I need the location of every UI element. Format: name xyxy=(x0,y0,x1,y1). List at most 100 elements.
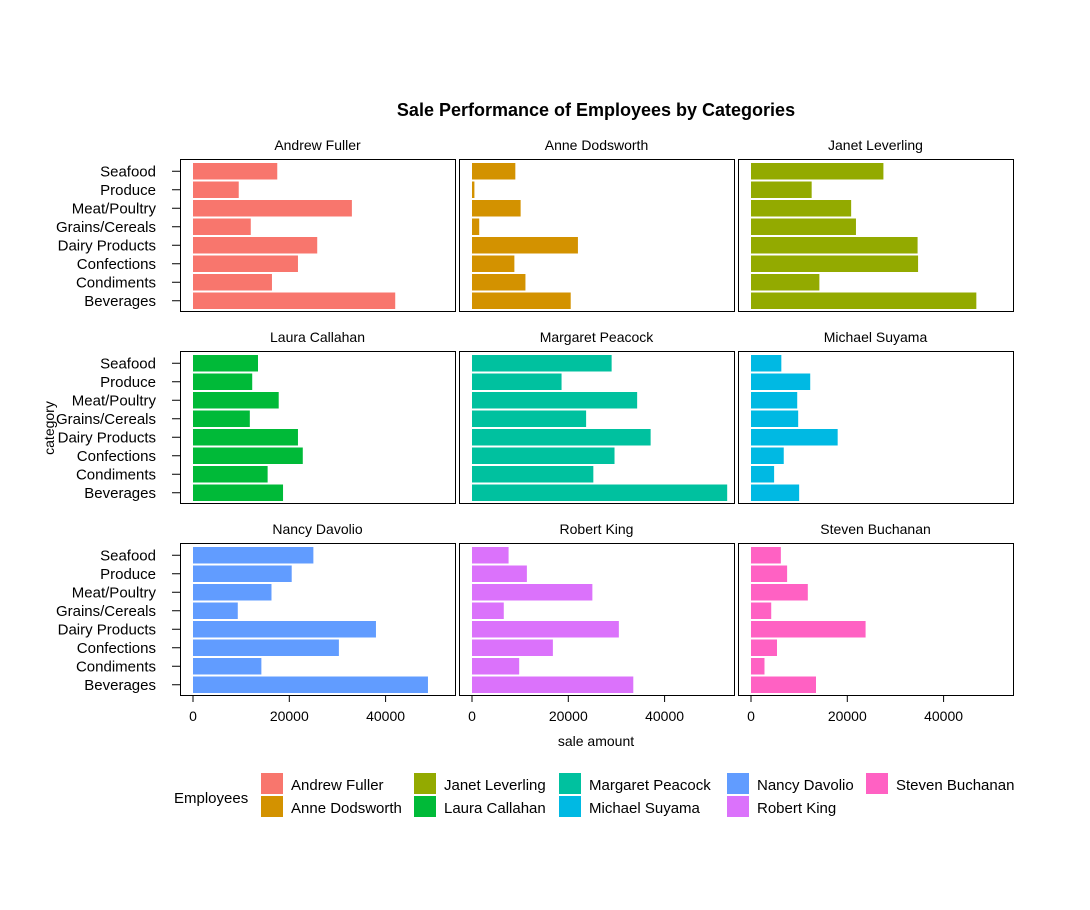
legend-label: Michael Suyama xyxy=(589,800,701,817)
bar-robert-king-grains-cereals xyxy=(472,602,504,619)
panel-title: Andrew Fuller xyxy=(274,137,361,153)
y-axis-title: category xyxy=(41,401,57,455)
legend-label: Nancy Davolio xyxy=(757,777,854,794)
legend-item-robert-king: Robert King xyxy=(727,796,836,817)
bar-steven-buchanan-beverages xyxy=(751,676,816,693)
x-tick-label: 40000 xyxy=(645,708,684,724)
y-tick-label: Condiments xyxy=(76,274,156,291)
bar-steven-buchanan-produce xyxy=(751,565,788,582)
y-tick-label: Seafood xyxy=(100,355,156,372)
x-tick-label: 0 xyxy=(468,708,476,724)
panel-frame xyxy=(180,543,456,696)
bar-laura-callahan-dairy-products xyxy=(193,429,298,446)
bar-janet-leverling-beverages xyxy=(751,292,977,309)
y-tick-label: Confections xyxy=(77,256,156,273)
bar-nancy-davolio-beverages xyxy=(193,676,428,693)
legend-item-margaret-peacock: Margaret Peacock xyxy=(559,773,711,794)
y-tick-label: Dairy Products xyxy=(58,429,156,446)
bar-laura-callahan-condiments xyxy=(193,466,268,483)
x-tick-label: 20000 xyxy=(549,708,588,724)
y-tick-label: Produce xyxy=(100,566,156,583)
y-tick-label: Condiments xyxy=(76,466,156,483)
y-tick-label: Confections xyxy=(77,448,156,465)
legend-label: Janet Leverling xyxy=(444,777,546,794)
bar-robert-king-meat-poultry xyxy=(472,584,593,601)
legend-swatch xyxy=(727,773,749,794)
bar-janet-leverling-dairy-products xyxy=(751,237,918,254)
x-tick-label: 20000 xyxy=(828,708,867,724)
chart-title: Sale Performance of Employees by Categor… xyxy=(397,100,795,120)
bar-andrew-fuller-dairy-products xyxy=(193,237,318,254)
bar-andrew-fuller-condiments xyxy=(193,274,272,291)
bar-andrew-fuller-seafood xyxy=(193,163,278,180)
bar-margaret-peacock-produce xyxy=(472,373,562,390)
y-tick-label: Grains/Cereals xyxy=(56,219,156,236)
bar-anne-dodsworth-dairy-products xyxy=(472,237,578,254)
bar-michael-suyama-beverages xyxy=(751,484,800,501)
bar-margaret-peacock-dairy-products xyxy=(472,429,651,446)
legend-item-janet-leverling: Janet Leverling xyxy=(414,773,546,794)
y-tick-label: Confections xyxy=(77,640,156,657)
legend-title: Employees xyxy=(174,790,248,807)
legend-swatch xyxy=(261,796,283,817)
bar-steven-buchanan-meat-poultry xyxy=(751,584,808,601)
legend-swatch xyxy=(414,796,436,817)
panel-frame xyxy=(738,351,1014,504)
legend-swatch xyxy=(866,773,888,794)
bar-robert-king-condiments xyxy=(472,658,520,675)
bar-robert-king-beverages xyxy=(472,676,634,693)
legend-item-nancy-davolio: Nancy Davolio xyxy=(727,773,854,794)
bar-anne-dodsworth-beverages xyxy=(472,292,571,309)
bar-steven-buchanan-dairy-products xyxy=(751,621,866,638)
bar-andrew-fuller-confections xyxy=(193,255,298,272)
facet-panels: Andrew FullerSeafoodProduceMeat/PoultryG… xyxy=(56,137,1014,724)
bar-anne-dodsworth-grains-cereals xyxy=(472,218,480,235)
legend-label: Laura Callahan xyxy=(444,800,546,817)
bar-janet-leverling-grains-cereals xyxy=(751,218,856,235)
bar-andrew-fuller-meat-poultry xyxy=(193,200,352,217)
x-tick-label: 0 xyxy=(747,708,755,724)
bar-steven-buchanan-confections xyxy=(751,639,777,656)
y-tick-label: Meat/Poultry xyxy=(72,584,157,601)
legend-label: Andrew Fuller xyxy=(291,777,384,794)
bar-anne-dodsworth-seafood xyxy=(472,163,516,180)
bar-michael-suyama-condiments xyxy=(751,466,775,483)
bar-anne-dodsworth-produce xyxy=(472,181,475,198)
y-tick-label: Produce xyxy=(100,182,156,199)
panel-title: Steven Buchanan xyxy=(820,521,931,537)
bar-laura-callahan-grains-cereals xyxy=(193,410,250,427)
bar-michael-suyama-dairy-products xyxy=(751,429,838,446)
y-tick-label: Produce xyxy=(100,374,156,391)
bar-laura-callahan-produce xyxy=(193,373,253,390)
y-tick-label: Seafood xyxy=(100,163,156,180)
bar-laura-callahan-confections xyxy=(193,447,303,464)
bar-janet-leverling-seafood xyxy=(751,163,884,180)
bar-margaret-peacock-seafood xyxy=(472,355,612,372)
legend-item-steven-buchanan: Steven Buchanan xyxy=(866,773,1014,794)
bar-janet-leverling-condiments xyxy=(751,274,820,291)
bar-robert-king-confections xyxy=(472,639,553,656)
panel-frame xyxy=(180,159,456,312)
bar-janet-leverling-confections xyxy=(751,255,919,272)
panel-title: Janet Leverling xyxy=(828,137,923,153)
bar-nancy-davolio-grains-cereals xyxy=(193,602,238,619)
y-tick-label: Beverages xyxy=(84,293,156,310)
legend-item-anne-dodsworth: Anne Dodsworth xyxy=(261,796,402,817)
panel-frame xyxy=(738,543,1014,696)
bar-michael-suyama-produce xyxy=(751,373,811,390)
legend-item-michael-suyama: Michael Suyama xyxy=(559,796,701,817)
legend-swatch xyxy=(414,773,436,794)
bar-laura-callahan-seafood xyxy=(193,355,258,372)
bar-nancy-davolio-confections xyxy=(193,639,339,656)
panel-robert-king: Robert King 0 20000 40000 xyxy=(459,521,735,724)
panel-frame xyxy=(459,159,735,312)
panel-steven-buchanan: Steven Buchanan 0 20000 40000 xyxy=(738,521,1014,724)
legend-item-laura-callahan: Laura Callahan xyxy=(414,796,546,817)
panel-title: Michael Suyama xyxy=(824,329,928,345)
bar-robert-king-produce xyxy=(472,565,527,582)
panel-margaret-peacock: Margaret Peacock xyxy=(459,329,735,504)
y-tick-label: Meat/Poultry xyxy=(72,392,157,409)
